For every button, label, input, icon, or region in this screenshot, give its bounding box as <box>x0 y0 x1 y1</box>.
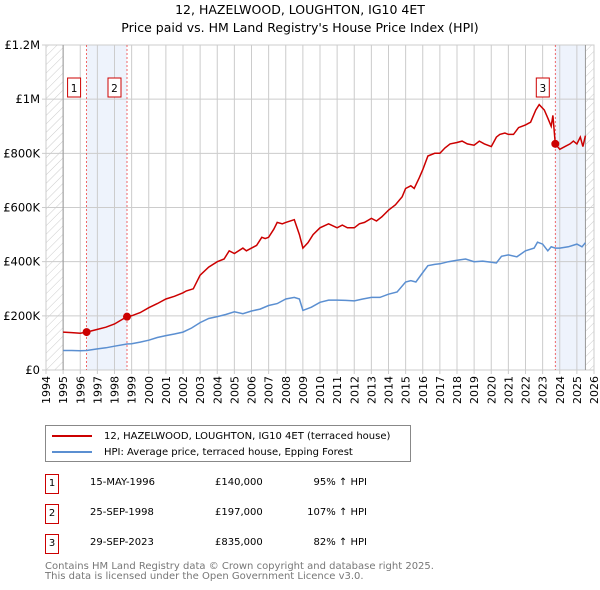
x-tick-label: 2009 <box>297 376 310 404</box>
series-line-property <box>63 103 587 334</box>
marker-badge: 1 <box>45 474 59 494</box>
marker-box-3 <box>535 77 550 98</box>
hpi-diff: 95% ↑ HPI <box>313 477 367 488</box>
table-row: 2 25-SEP-1998 £197,000 107% ↑ HPI <box>45 504 545 524</box>
legend-swatch-blue <box>52 451 92 453</box>
y-tick-label: £0 <box>25 363 40 377</box>
y-tick-label: £200K <box>3 309 40 323</box>
x-tick-label: 2025 <box>571 376 584 404</box>
sale-price: £835,000 <box>215 537 263 548</box>
y-tick-label: £1.2M <box>4 38 40 52</box>
x-tick-label: 2017 <box>434 376 447 404</box>
x-tick-label: 2007 <box>263 376 276 404</box>
x-tick-label: 2022 <box>520 376 533 404</box>
x-tick-label: 2018 <box>451 376 464 404</box>
y-tick-label: £1M <box>15 92 40 106</box>
x-tick-label: 2019 <box>468 376 481 404</box>
table-row: 3 29-SEP-2023 £835,000 82% ↑ HPI <box>45 534 545 554</box>
x-tick-label: 2014 <box>383 376 396 404</box>
x-tick-label: 2008 <box>280 376 293 404</box>
marker-label-3: 3 <box>539 83 546 95</box>
y-tick-label: £800K <box>3 146 40 160</box>
legend-item-property: 12, HAZELWOOD, LOUGHTON, IG10 4ET (terra… <box>46 428 390 444</box>
x-tick-label: 1997 <box>91 376 104 404</box>
x-tick-label: 2013 <box>365 376 378 404</box>
legend-label: 12, HAZELWOOD, LOUGHTON, IG10 4ET (terra… <box>104 430 391 442</box>
y-tick-label: £600K <box>3 201 40 215</box>
legend: 12, HAZELWOOD, LOUGHTON, IG10 4ET (terra… <box>45 425 411 462</box>
chart-subtitle: Price paid vs. HM Land Registry's House … <box>121 20 479 35</box>
x-tick-label: 2005 <box>228 376 241 404</box>
chart-title: 12, HAZELWOOD, LOUGHTON, IG10 4ET <box>175 2 425 17</box>
x-tick-label: 1994 <box>40 376 53 404</box>
legend-label: HPI: Average price, terraced house, Eppi… <box>104 446 353 458</box>
x-tick-label: 1998 <box>109 376 122 404</box>
x-tick-label: 2011 <box>331 376 344 404</box>
hpi-diff: 107% ↑ HPI <box>307 507 367 518</box>
footer-copyright: Contains HM Land Registry data © Crown c… <box>45 561 434 572</box>
sale-date: 29-SEP-2023 <box>90 537 154 548</box>
footer-licence: This data is licensed under the Open Gov… <box>45 571 364 582</box>
legend-swatch-red <box>52 435 92 437</box>
marker-box-2 <box>107 77 122 98</box>
marker-badge: 2 <box>45 504 59 524</box>
sale-point-2 <box>123 312 132 321</box>
x-tick-label: 2006 <box>246 376 259 404</box>
hpi-diff: 82% ↑ HPI <box>313 537 367 548</box>
line-chart: 1994 1995 1996 1997 1998 1999 2000 2001 2002 2003… <box>3 38 600 404</box>
marker-box-1 <box>67 77 82 98</box>
marker-badge: 3 <box>45 534 59 554</box>
sale-date: 25-SEP-1998 <box>90 507 154 518</box>
sale-price: £140,000 <box>215 477 263 488</box>
marker-label-1: 1 <box>71 83 78 95</box>
x-tick-label: 2023 <box>537 376 550 404</box>
sale-price: £197,000 <box>215 507 263 518</box>
x-tick-label: 2016 <box>417 376 430 404</box>
x-tick-label: 2010 <box>314 376 327 404</box>
x-tick-label: 2012 <box>348 376 361 404</box>
x-tick-label: 2020 <box>485 376 498 404</box>
sale-point-1 <box>82 328 91 337</box>
x-tick-label: 1996 <box>74 376 87 404</box>
marker-label-2: 2 <box>111 83 118 95</box>
x-tick-label: 2026 <box>588 376 600 404</box>
series-line-hpi <box>63 241 586 352</box>
x-tick-label: 2001 <box>160 376 173 404</box>
legend-item-hpi: HPI: Average price, terraced house, Eppi… <box>46 444 353 460</box>
x-tick-label: 2004 <box>211 376 224 404</box>
x-tick-label: 2003 <box>194 376 207 404</box>
x-tick-label: 2000 <box>143 376 156 404</box>
y-tick-label: £400K <box>3 255 40 269</box>
x-tick-label: 1995 <box>57 376 70 404</box>
x-tick-label: 2024 <box>554 376 567 404</box>
x-tick-label: 2002 <box>177 376 190 404</box>
sale-date: 15-MAY-1996 <box>90 477 156 488</box>
table-row: 1 15-MAY-1996 £140,000 95% ↑ HPI <box>45 474 545 494</box>
x-tick-label: 2021 <box>502 376 515 404</box>
x-tick-label: 2015 <box>400 376 413 404</box>
sale-point-3 <box>551 139 560 148</box>
x-tick-label: 1999 <box>126 376 139 404</box>
